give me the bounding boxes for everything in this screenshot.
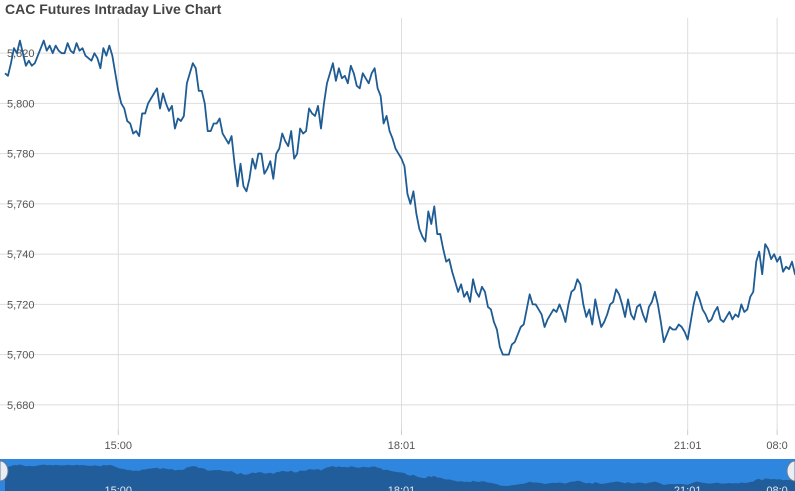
y-tick-label: 5,780 — [7, 149, 35, 161]
navigator-tick-label: 21:01 — [674, 485, 702, 491]
x-tick-label: 15:00 — [105, 440, 133, 452]
navigator-left-handle[interactable] — [0, 460, 9, 482]
y-tick-label: 5,680 — [7, 400, 35, 412]
navigator-series — [5, 464, 795, 491]
chart-title: CAC Futures Intraday Live Chart — [5, 1, 222, 17]
x-tick-label: 21:01 — [674, 440, 702, 452]
navigator-tick-label: 18:01 — [388, 485, 416, 491]
x-axis-ticks: 15:00 18:01 21:01 08:0 — [105, 430, 788, 452]
price-series-line — [4, 39, 795, 356]
navigator-right-handle[interactable] — [786, 460, 795, 482]
navigator-tick-label: 08:0 — [766, 485, 787, 491]
y-tick-label: 5,760 — [7, 199, 35, 211]
x-tick-label: 18:01 — [388, 440, 416, 452]
x-tick-label: 08:0 — [766, 440, 787, 452]
y-tick-label: 5,700 — [7, 350, 35, 362]
y-tick-label: 5,800 — [7, 98, 35, 110]
navigator-bar[interactable]: 15:00 18:01 21:01 08:0 — [0, 459, 795, 491]
y-tick-label: 5,740 — [7, 249, 35, 261]
y-tick-label: 5,720 — [7, 299, 35, 311]
navigator-ticks: 15:00 18:01 21:01 08:0 — [105, 485, 788, 491]
grid-lines — [0, 18, 795, 430]
navigator-tick-label: 15:00 — [105, 485, 133, 491]
